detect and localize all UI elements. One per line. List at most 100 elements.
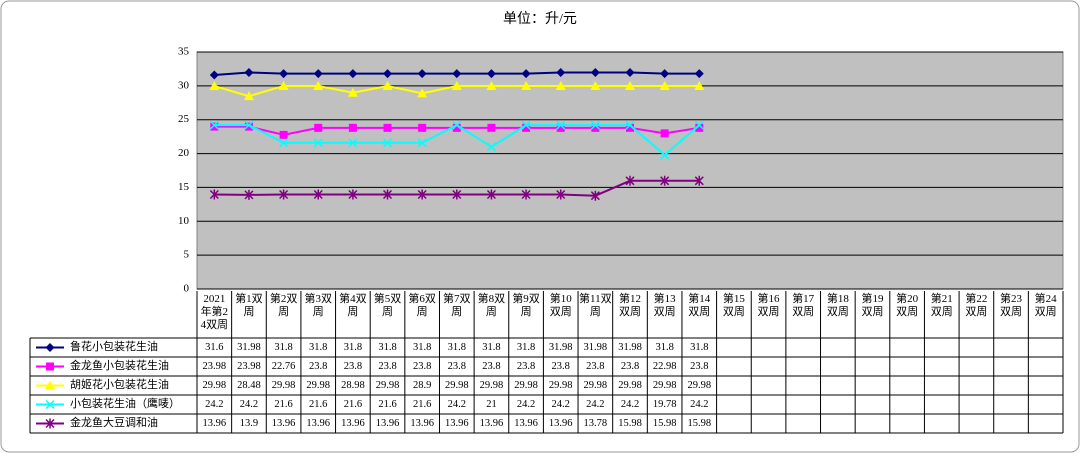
- table-value: 21.6: [378, 399, 396, 410]
- table-value: 15.98: [618, 418, 642, 429]
- table-value: 29.98: [376, 380, 400, 391]
- table-value: 24.2: [517, 399, 535, 410]
- marker: [313, 80, 324, 90]
- table-value: 29.98: [549, 380, 573, 391]
- marker: [314, 123, 323, 132]
- marker: [348, 189, 358, 200]
- x-tick-label: 第12双周: [618, 293, 641, 318]
- marker: [694, 175, 704, 186]
- table-value: 15.98: [653, 418, 677, 429]
- table-value: 23.8: [517, 361, 535, 372]
- table-value: 31.8: [448, 342, 466, 353]
- x-tick-label: 第21双周: [930, 293, 953, 318]
- x-tick-label: 第15双周: [722, 293, 745, 318]
- marker: [659, 80, 670, 90]
- marker: [486, 80, 497, 90]
- table-value: 31.98: [237, 342, 261, 353]
- marker: [417, 69, 427, 79]
- table-value: 29.98: [306, 380, 330, 391]
- marker: [279, 130, 288, 139]
- marker: [521, 120, 531, 130]
- marker: [590, 120, 600, 130]
- x-tick-label: 第5双周: [373, 293, 402, 318]
- table-value: 13.96: [341, 418, 365, 429]
- table-value: 21.6: [413, 399, 431, 410]
- marker: [452, 189, 462, 200]
- marker: [313, 189, 323, 200]
- table-value: 29.98: [480, 380, 504, 391]
- marker: [590, 80, 601, 90]
- table-value: 31.8: [274, 342, 292, 353]
- table-value: 13.9: [240, 418, 258, 429]
- table-value: 29.98: [514, 380, 538, 391]
- x-tick-label: 第2双周: [269, 293, 298, 318]
- table-value: 23.8: [413, 361, 431, 372]
- table-value: 13.96: [203, 418, 227, 429]
- marker: [382, 138, 393, 148]
- marker: [347, 87, 358, 97]
- table-value: 21.6: [274, 399, 292, 410]
- marker: [210, 122, 219, 131]
- table-value: 24.2: [552, 399, 570, 410]
- table-value: 23.8: [552, 361, 570, 372]
- table-value: 28.48: [237, 380, 261, 391]
- marker: [452, 120, 462, 130]
- table-value: 24.2: [586, 399, 604, 410]
- marker: [555, 80, 566, 90]
- table-value: 22.98: [653, 361, 677, 372]
- table-value: 23.98: [237, 361, 261, 372]
- legend-label: 金龙鱼小包装花生油: [70, 358, 169, 372]
- marker: [660, 69, 670, 79]
- y-tick-label: 35: [178, 46, 190, 58]
- marker: [521, 69, 531, 79]
- marker: [45, 343, 55, 352]
- table-value: 13.96: [306, 418, 330, 429]
- marker: [243, 91, 254, 101]
- marker: [279, 138, 289, 148]
- marker: [521, 189, 531, 200]
- table-value: 29.98: [203, 380, 227, 391]
- y-tick-label: 0: [184, 283, 190, 295]
- x-tick-label: 第8双周: [477, 293, 506, 318]
- marker: [244, 67, 254, 77]
- table-value: 29.98: [618, 380, 642, 391]
- marker: [209, 189, 219, 200]
- marker: [279, 189, 289, 200]
- x-tick-label: 第7双周: [443, 293, 471, 318]
- table-value: 23.8: [621, 361, 639, 372]
- marker: [348, 138, 358, 148]
- table-value: 31.8: [344, 342, 362, 353]
- marker: [348, 123, 357, 132]
- marker: [417, 138, 427, 148]
- x-tick-label: 第3双周: [304, 293, 332, 318]
- legend-label: 小包装花生油（鹰唛）: [70, 396, 180, 410]
- x-tick-label: 第19双周: [861, 293, 884, 318]
- marker: [695, 123, 704, 132]
- table-value: 23.8: [309, 361, 327, 372]
- marker: [625, 80, 635, 90]
- table-value: 31.8: [413, 342, 431, 353]
- table-value: 24.2: [621, 399, 639, 410]
- marker: [45, 399, 55, 410]
- table-value: 24.2: [448, 399, 466, 410]
- marker: [694, 80, 705, 90]
- table-value: 28.98: [341, 380, 365, 391]
- marker: [209, 120, 219, 130]
- marker: [660, 150, 670, 160]
- marker: [45, 380, 55, 390]
- x-tick-label: 第24双周: [1034, 293, 1057, 318]
- table-value: 31.6: [205, 342, 223, 353]
- x-tick-label: 第22双周: [965, 293, 988, 318]
- table-value: 23.8: [690, 361, 708, 372]
- table-value: 23.8: [448, 361, 466, 372]
- x-tick-label: 第17双周: [792, 293, 815, 318]
- table-value: 31.8: [309, 342, 327, 353]
- legend-label: 金龙鱼大豆调和油: [70, 415, 158, 429]
- table-value: 24.2: [205, 399, 223, 410]
- table-value: 15.98: [687, 418, 711, 429]
- marker: [452, 69, 462, 79]
- marker: [556, 123, 565, 132]
- table-value: 29.98: [272, 380, 296, 391]
- marker: [209, 70, 219, 80]
- marker: [417, 189, 427, 200]
